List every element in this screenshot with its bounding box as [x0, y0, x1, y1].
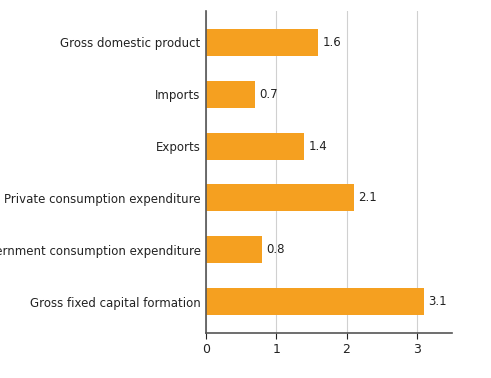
Bar — [206, 81, 255, 108]
Bar — [206, 236, 262, 263]
Bar — [206, 133, 304, 160]
Text: 2.1: 2.1 — [358, 191, 377, 204]
Text: 3.1: 3.1 — [428, 295, 446, 308]
Bar — [206, 288, 424, 315]
Bar — [206, 184, 354, 211]
Text: 0.7: 0.7 — [260, 88, 278, 101]
Text: 0.8: 0.8 — [267, 243, 285, 256]
Bar — [206, 29, 319, 56]
Text: 1.4: 1.4 — [309, 139, 327, 153]
Text: 1.6: 1.6 — [323, 36, 341, 49]
